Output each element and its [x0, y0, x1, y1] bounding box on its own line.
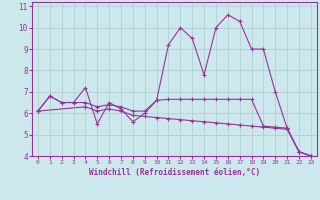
X-axis label: Windchill (Refroidissement éolien,°C): Windchill (Refroidissement éolien,°C): [89, 168, 260, 177]
